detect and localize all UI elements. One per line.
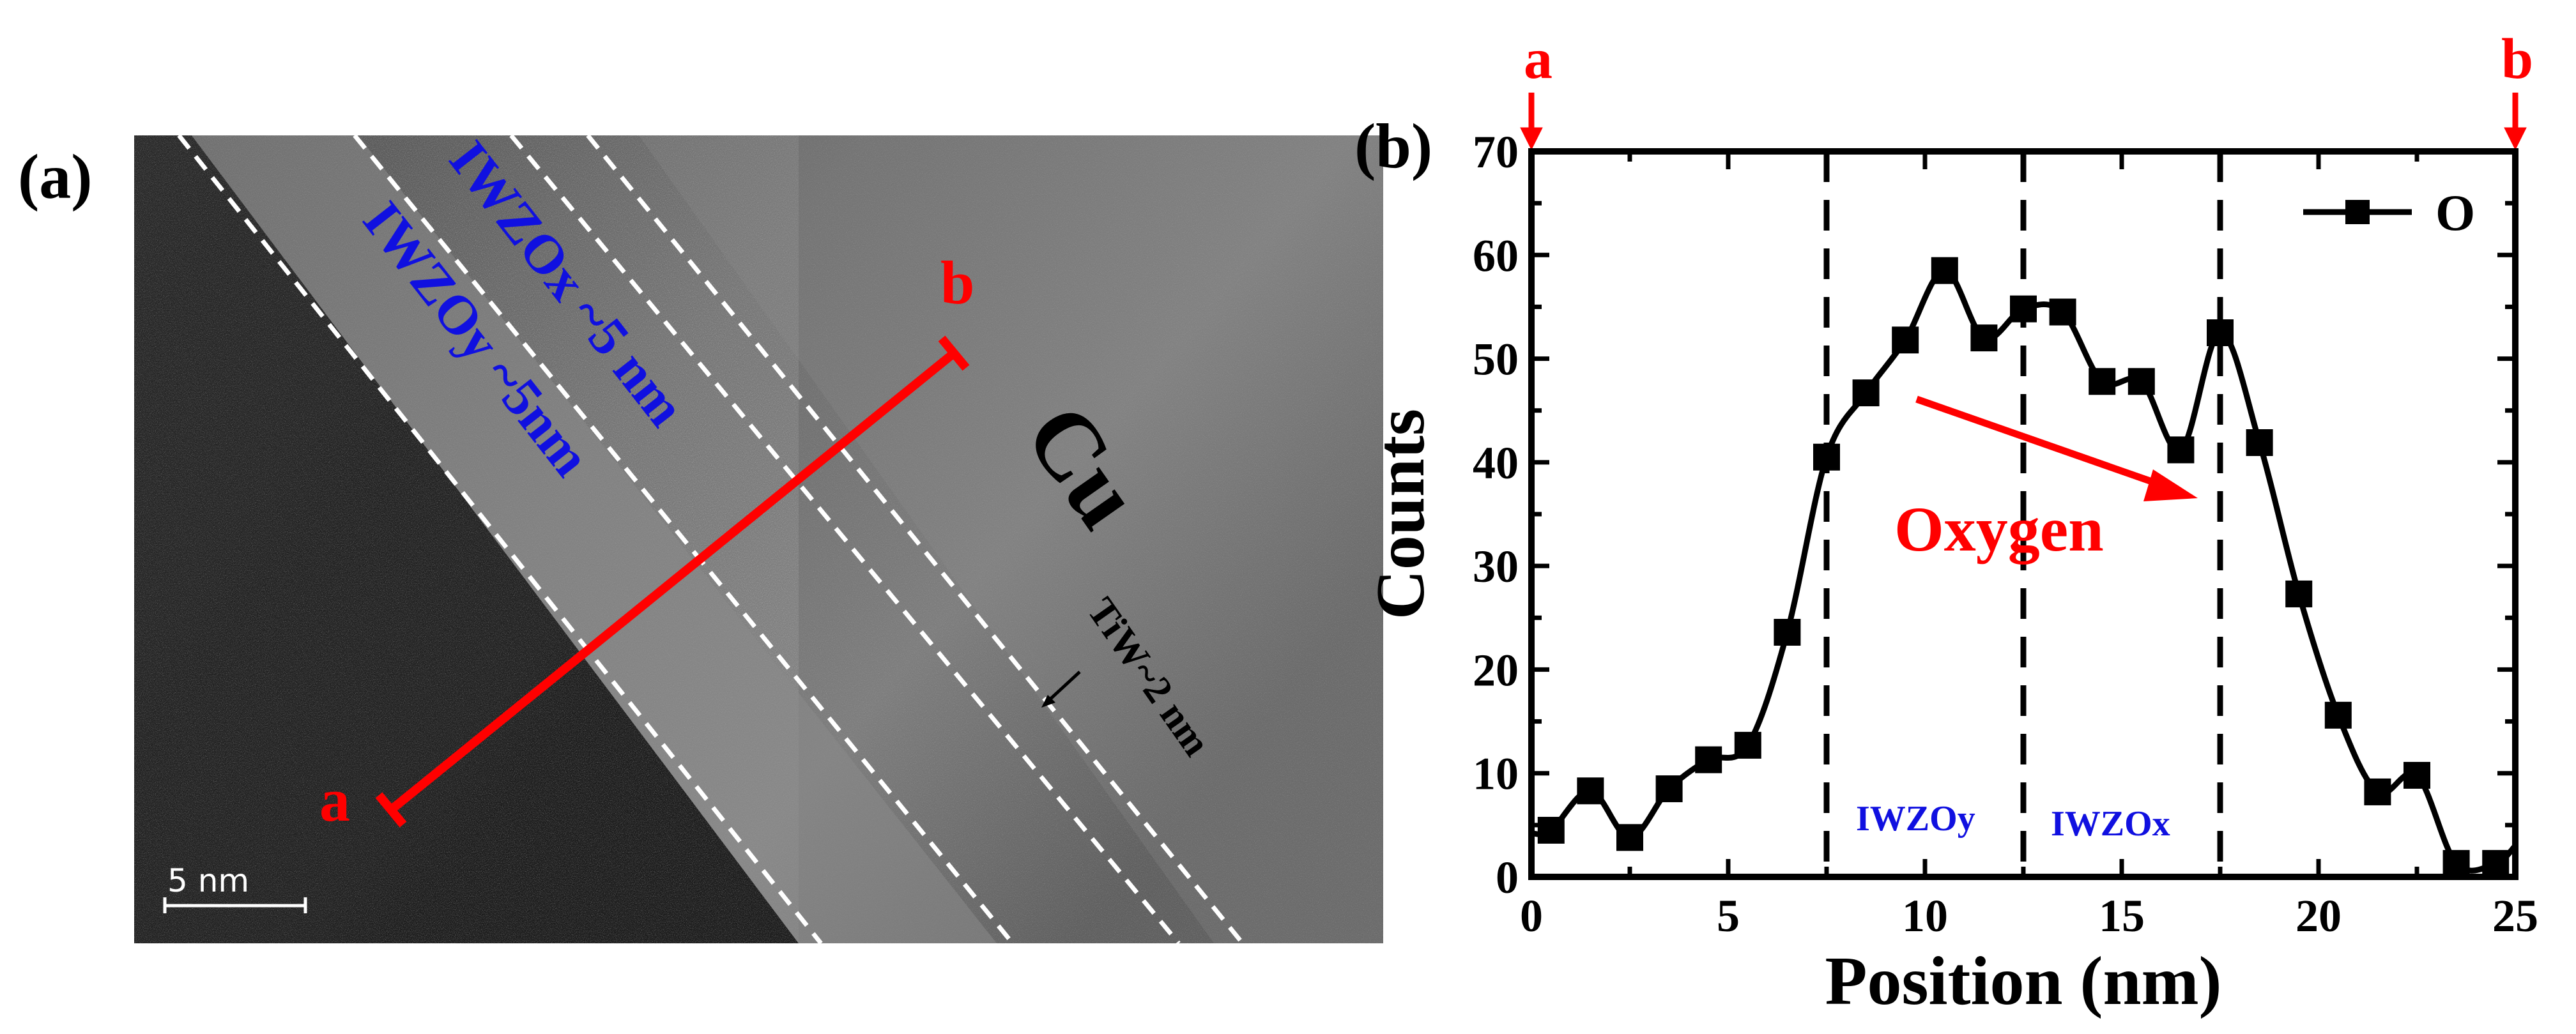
data-point [1774, 619, 1801, 646]
plot-frame [1528, 148, 2518, 880]
top-marker-a: a [1524, 27, 1552, 91]
x-tick-label: 10 [1902, 890, 1948, 941]
data-point [2207, 319, 2234, 346]
legend: O [2303, 185, 2475, 241]
data-point [1695, 746, 1722, 773]
data-point [1892, 326, 1919, 354]
y-tick-label: 0 [1496, 852, 1519, 903]
tem-micrograph [134, 135, 1383, 943]
y-tick-label: 20 [1473, 644, 1519, 696]
data-point [2167, 436, 2195, 464]
y-tick-label: 70 [1473, 126, 1519, 178]
data-point [1931, 257, 1958, 284]
top-marker-arrows [1520, 93, 2527, 151]
data-point [2482, 849, 2510, 877]
oxygen-label: Oxygen [1894, 494, 2104, 565]
region-y-label: IWZOy [1856, 799, 1975, 839]
oxygen-profile-chart: (b) a b 0 5 10 15 20 25 0 10 20 30 40 50 60 70 Positi… [1354, 27, 2538, 1019]
data-point [2285, 580, 2313, 607]
line-profile-ab [375, 335, 970, 828]
legend-label: O [2435, 185, 2475, 241]
tem-image-panel: (a) a b IWZOx ~5 nm IWZO [18, 130, 1383, 943]
data-point [1537, 816, 1565, 844]
scale-bar-label: 5 nm [167, 862, 249, 899]
x-tick-label: 15 [2099, 890, 2145, 941]
y-tick-label: 30 [1473, 541, 1519, 592]
legend-marker [2345, 200, 2370, 224]
data-point [2246, 429, 2273, 457]
panel-a-label: (a) [18, 141, 93, 212]
data-point [1970, 324, 1998, 352]
x-tick-label: 5 [1717, 890, 1740, 941]
data-point [1616, 824, 1643, 851]
data-point [2404, 761, 2430, 789]
tiw-arrow [1041, 671, 1081, 708]
y-tick-label: 10 [1473, 749, 1519, 800]
region-x-label: IWZOx [2051, 804, 2170, 844]
y-axis-label: Counts [1363, 409, 1439, 620]
data-point [1813, 443, 1840, 471]
x-tick-label: 0 [1520, 890, 1543, 941]
point-b-label: b [940, 248, 974, 317]
region-boundary-lines [1823, 151, 2223, 877]
x-axis-label: Position (nm) [1825, 943, 2222, 1019]
scale-bar: 5 nm [163, 862, 307, 913]
data-point [1852, 379, 1880, 407]
data-point [1655, 775, 1683, 803]
y-tick-label: 50 [1473, 334, 1519, 385]
data-point [1734, 731, 1761, 759]
top-marker-b: b [2501, 27, 2533, 91]
interface-dashed-lines [177, 135, 1245, 943]
data-point [2010, 295, 2037, 323]
point-a-label: a [319, 766, 350, 834]
x-tick-label: 20 [2296, 890, 2342, 941]
data-point [2049, 298, 2076, 326]
data-point [2442, 849, 2470, 877]
tick-labels: 0 5 10 15 20 25 0 10 20 30 40 50 60 70 [1473, 126, 2538, 941]
x-tick-label: 25 [2492, 890, 2538, 941]
data-point [2128, 368, 2155, 395]
data-point [2364, 778, 2391, 805]
data-point [1577, 777, 1604, 805]
oxygen-annotation: Oxygen [1894, 395, 2198, 565]
data-point [2089, 368, 2116, 395]
y-tick-label: 60 [1473, 230, 1519, 281]
panel-b-label: (b) [1354, 110, 1432, 181]
y-tick-label: 40 [1473, 437, 1519, 489]
data-point [2324, 701, 2352, 729]
data-points [1537, 257, 2510, 877]
